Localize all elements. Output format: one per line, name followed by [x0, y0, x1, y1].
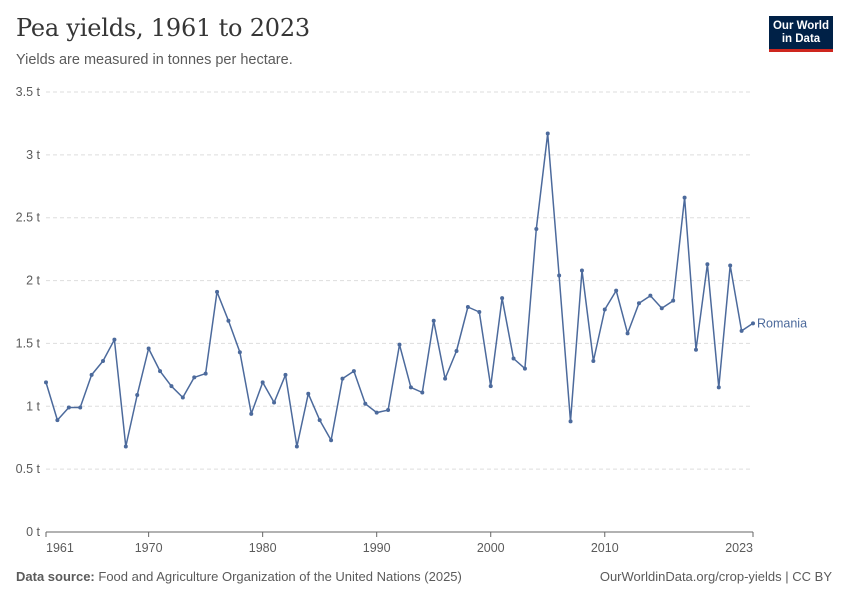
data-point: [420, 390, 425, 395]
data-point: [579, 268, 584, 273]
data-point: [135, 392, 140, 397]
y-tick-label: 2.5 t: [16, 211, 41, 225]
data-point: [215, 289, 220, 294]
x-tick-label: 1961: [46, 541, 74, 555]
data-point: [443, 376, 448, 381]
data-point: [465, 304, 470, 309]
data-point: [249, 411, 254, 416]
data-point: [477, 310, 482, 314]
data-point: [294, 444, 299, 449]
data-point: [751, 321, 755, 326]
data-point: [705, 262, 710, 267]
data-point: [89, 372, 94, 377]
data-point: [55, 418, 60, 423]
data-point: [146, 346, 151, 351]
data-point: [192, 375, 197, 380]
data-point: [283, 372, 288, 377]
data-point: [522, 366, 527, 371]
data-point: [614, 288, 619, 293]
chart-subtitle: Yields are measured in tonnes per hectar…: [16, 52, 293, 68]
owid-logo[interactable]: Our World in Data: [769, 16, 833, 52]
data-point: [671, 298, 676, 303]
data-point: [340, 376, 345, 381]
data-point: [317, 418, 322, 423]
data-point: [500, 296, 505, 301]
data-point: [716, 385, 721, 390]
data-point: [602, 307, 607, 312]
y-tick-label: 1.5 t: [16, 336, 41, 350]
series-group: Romania: [44, 131, 807, 449]
logo-line-1: Our World: [772, 20, 829, 32]
data-point: [169, 384, 174, 389]
data-point: [397, 342, 402, 347]
series-label: Romania: [757, 316, 807, 330]
x-tick-label: 1990: [363, 541, 391, 555]
data-point: [306, 391, 311, 396]
data-point: [739, 328, 744, 333]
data-point: [636, 301, 641, 306]
data-point: [180, 395, 185, 400]
source-label: Data source:: [16, 569, 95, 584]
chart-title: Pea yields, 1961 to 2023: [16, 14, 310, 42]
x-tick-label: 1970: [135, 541, 163, 555]
data-point: [408, 385, 413, 390]
data-point: [44, 380, 48, 385]
data-point: [568, 419, 573, 424]
y-tick-label: 3 t: [26, 148, 40, 162]
data-point: [511, 356, 516, 361]
data-point: [158, 369, 163, 374]
data-point: [374, 410, 379, 415]
attribution-link[interactable]: OurWorldinData.org/crop-yields | CC BY: [599, 569, 832, 584]
data-point: [648, 293, 653, 298]
logo-line-2: in Data: [781, 33, 821, 45]
y-tick-label: 2 t: [26, 274, 40, 288]
y-tick-label: 0 t: [26, 525, 40, 539]
data-point: [351, 369, 356, 374]
data-point: [101, 359, 106, 364]
data-point: [728, 263, 733, 268]
data-point: [693, 347, 698, 352]
data-point: [329, 438, 334, 443]
source-text[interactable]: Food and Agriculture Organization of the…: [98, 569, 462, 584]
grid-lines: [46, 91, 753, 470]
x-tick-label: 2010: [591, 541, 619, 555]
data-point: [557, 273, 562, 278]
data-point: [272, 400, 277, 405]
y-axis-ticks: 0 t 0.5 t 1 t 1.5 t 2 t 2.5 t 3 t 3.5 t: [16, 85, 41, 539]
series-line-romania: [45, 132, 754, 448]
data-point: [454, 348, 459, 353]
y-tick-label: 3.5 t: [16, 85, 41, 99]
data-point: [123, 444, 128, 449]
data-point: [78, 405, 83, 410]
data-point: [237, 350, 242, 355]
x-tick-label: 2023: [725, 541, 753, 555]
data-point: [682, 195, 687, 200]
data-point: [260, 380, 265, 385]
data-point: [591, 359, 596, 364]
data-point: [659, 306, 664, 311]
data-source: Data source: Food and Agriculture Organi…: [16, 569, 462, 584]
data-point: [625, 331, 630, 336]
data-point: [534, 227, 539, 232]
data-point: [386, 408, 391, 413]
data-point: [488, 384, 493, 389]
x-tick-label: 2000: [477, 541, 505, 555]
y-tick-label: 0.5 t: [16, 462, 41, 476]
data-point: [363, 401, 368, 406]
data-point: [226, 318, 231, 323]
data-point: [203, 371, 208, 376]
data-point: [545, 131, 550, 136]
data-point: [112, 337, 117, 342]
x-tick-label: 1980: [249, 541, 277, 555]
x-axis: 1961 1970 1980 1990 2000 2010 2023: [45, 531, 754, 555]
y-tick-label: 1 t: [26, 399, 40, 413]
data-point: [431, 318, 436, 323]
data-point: [66, 405, 71, 410]
